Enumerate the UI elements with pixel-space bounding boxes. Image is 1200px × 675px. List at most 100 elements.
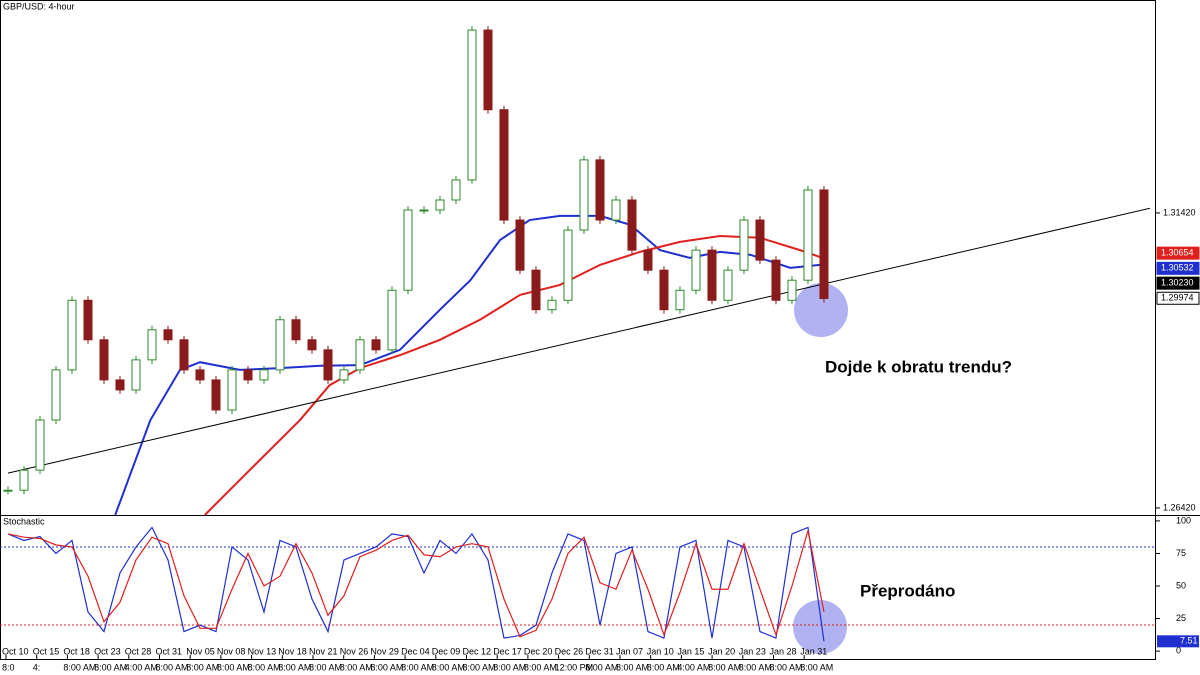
x-tick-label: Oct 28: [125, 646, 152, 656]
candle: [371, 339, 381, 351]
candle: [435, 199, 445, 211]
x-tick-label: Jan 10: [647, 646, 674, 656]
candle: [579, 159, 589, 231]
candle: [787, 279, 797, 301]
candle: [147, 329, 157, 361]
x-time-label: 8:00 AM: [708, 662, 741, 672]
x-time-label: 8:0: [2, 662, 15, 672]
annotation: Přeprodáno: [860, 581, 955, 600]
x-tick-label: Nov 08: [217, 646, 246, 656]
x-time-label: 8:00 AM: [309, 662, 342, 672]
candle: [547, 299, 557, 311]
x-time-label: 4:00 AM: [125, 662, 158, 672]
x-tick-label: Dec 04: [401, 646, 430, 656]
candle: [707, 249, 717, 301]
x-time-label: 8:00 AM: [800, 662, 833, 672]
x-tick-label: Oct 23: [94, 646, 121, 656]
price-label: 1.30230: [1161, 278, 1194, 288]
x-tick-label: Dec 31: [585, 646, 614, 656]
x-tick-label: Nov 29: [370, 646, 399, 656]
x-tick-label: Oct 10: [2, 646, 29, 656]
candle: [131, 359, 141, 391]
candle: [531, 269, 541, 311]
candle: [323, 349, 333, 381]
x-tick-label: Jan 15: [677, 646, 704, 656]
y-tick-label: 50: [1176, 580, 1186, 590]
candle: [355, 339, 365, 371]
x-tick-label: Jan 23: [739, 646, 766, 656]
x-time-label: 8:00 AM: [493, 662, 526, 672]
x-time-label: 4:00 AM: [677, 662, 710, 672]
price-label: 1.30532: [1161, 263, 1194, 273]
x-time-label: 8:00 AM: [739, 662, 772, 672]
line-series: [204, 234, 823, 516]
x-time-label: 8:00 AM: [770, 662, 803, 672]
x-tick-label: Jan 28: [770, 646, 797, 656]
candle: [243, 369, 253, 381]
x-time-label: 8:00 AM: [278, 662, 311, 672]
candle: [35, 419, 45, 471]
y-tick-label: 0: [1176, 645, 1181, 655]
price-label-box: [1156, 261, 1200, 275]
x-tick-label: Nov 18: [278, 646, 307, 656]
candle: [467, 29, 477, 181]
candle: [483, 29, 493, 111]
candle: [819, 189, 829, 299]
candle: [595, 159, 605, 221]
x-tick-label: Jan 20: [708, 646, 735, 656]
candle: [499, 109, 509, 221]
x-tick-label: Oct 31: [156, 646, 183, 656]
line-series: [7, 207, 1151, 474]
candle: [451, 179, 461, 201]
x-tick-label: Nov 05: [186, 646, 215, 656]
x-time-label: 8:00 AM: [63, 662, 96, 672]
oscillator-line: [7, 526, 825, 642]
candle: [563, 229, 573, 301]
x-time-label: 8:00 AM: [186, 662, 219, 672]
candle: [803, 189, 813, 281]
candle: [99, 339, 109, 381]
x-time-label: 8:00 AM: [94, 662, 127, 672]
x-tick-label: Nov 21: [309, 646, 338, 656]
x-tick-label: Nov 26: [340, 646, 369, 656]
candle: [739, 219, 749, 271]
x-time-label: 8:00 AM: [647, 662, 680, 672]
candle: [339, 369, 349, 381]
price-label-box: [1156, 276, 1200, 290]
x-tick-label: Dec 26: [555, 646, 584, 656]
x-time-label: 8:00 AM: [616, 662, 649, 672]
candle: [163, 329, 173, 341]
x-tick-label: Jan 07: [616, 646, 643, 656]
candle: [307, 339, 317, 351]
candle: [67, 299, 77, 371]
annotation: Dojde k obratu trendu?: [825, 357, 1012, 376]
candle: [3, 489, 13, 492]
x-tick-label: Dec 09: [432, 646, 461, 656]
x-tick-label: Dec 17: [493, 646, 522, 656]
candle: [675, 289, 685, 311]
x-time-label: 8:00 AM: [401, 662, 434, 672]
candle: [259, 369, 269, 381]
candle: [515, 219, 525, 271]
candle: [755, 219, 765, 261]
x-tick-label: Nov 13: [248, 646, 277, 656]
candle: [403, 209, 413, 291]
candle: [659, 269, 669, 311]
value-label-box: [1157, 635, 1199, 648]
highlight: [793, 600, 847, 654]
x-tick-label: Dec 12: [463, 646, 492, 656]
x-time-label: 8:00 AM: [463, 662, 496, 672]
candle: [19, 469, 29, 491]
candle: [419, 209, 429, 212]
y-tick-label: 1.31420: [1163, 207, 1196, 217]
candle: [771, 259, 781, 301]
x-time-label: 12:00 PM: [555, 662, 594, 672]
candle: [195, 369, 205, 381]
x-time-label: 4:: [33, 662, 41, 672]
candle: [723, 269, 733, 301]
x-tick-label: Dec 20: [524, 646, 553, 656]
candle: [611, 199, 621, 221]
chart-title: GBP/USD: 4-hour: [3, 1, 75, 11]
candle: [691, 249, 701, 291]
